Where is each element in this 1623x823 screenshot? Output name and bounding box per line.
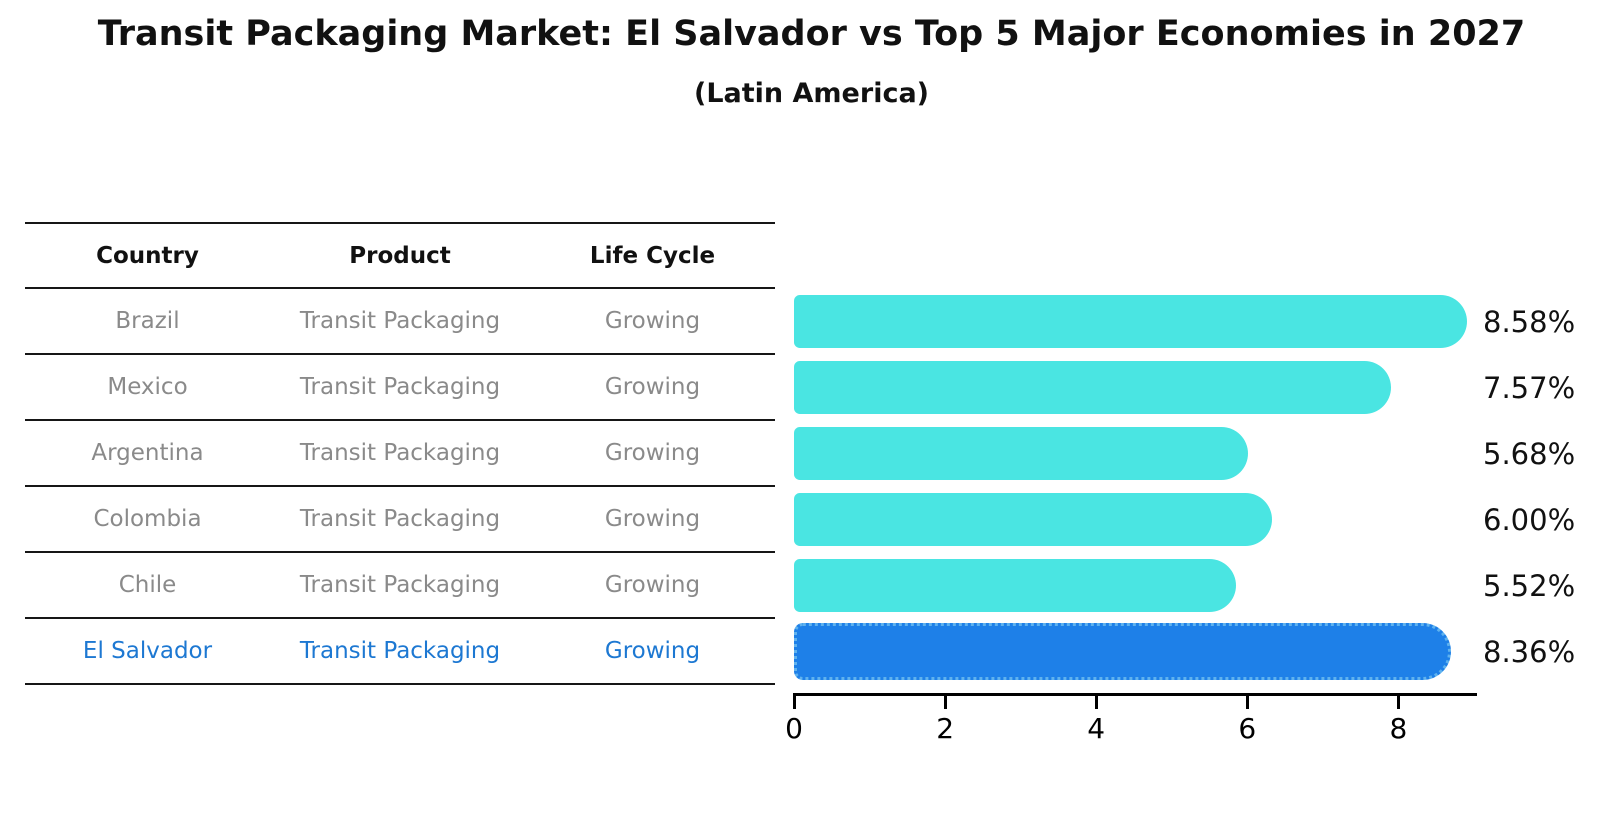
- column-header-product: Product: [349, 242, 451, 269]
- bar-value-label: 7.57%: [1483, 371, 1576, 405]
- chart-title: Transit Packaging Market: El Salvador vs…: [97, 14, 1526, 54]
- bar-value-label: 8.36%: [1483, 635, 1576, 669]
- bar-row: 5.52%: [794, 553, 1623, 619]
- bar-value-label: 6.00%: [1483, 503, 1576, 537]
- table-cell-product: Transit Packaging: [299, 638, 501, 664]
- column-header-country: Country: [96, 242, 199, 269]
- table-cell-country: El Salvador: [82, 638, 213, 664]
- table-cell-country: Chile: [118, 572, 177, 598]
- bar-el-salvador: [794, 623, 1451, 680]
- bar-mexico: [794, 361, 1391, 414]
- x-axis-tick: [792, 693, 796, 709]
- table-header-row: Country Product Life Cycle: [25, 222, 775, 289]
- table-cell-product: Transit Packaging: [299, 572, 501, 598]
- table-cell-life-cycle: Growing: [604, 374, 701, 400]
- table-cell-life-cycle: Growing: [604, 638, 701, 664]
- table-row: Colombia Transit Packaging Growing: [25, 487, 775, 553]
- table-row: Chile Transit Packaging Growing: [25, 553, 775, 619]
- x-axis-tick: [1245, 693, 1249, 709]
- bar-value-label: 8.58%: [1483, 305, 1576, 339]
- x-axis-tick-label: 8: [1389, 712, 1408, 745]
- bar-value-label: 5.68%: [1483, 437, 1576, 471]
- bar-chile: [794, 559, 1237, 612]
- table-cell-life-cycle: Growing: [604, 506, 701, 532]
- bar-colombia: [794, 493, 1273, 546]
- chart-subtitle: (Latin America): [693, 78, 930, 109]
- table-row: Mexico Transit Packaging Growing: [25, 355, 775, 421]
- bar-value-label: 5.52%: [1483, 569, 1576, 603]
- x-axis-tick: [943, 693, 947, 709]
- bar-row: 8.36%: [794, 619, 1623, 685]
- table-body: Brazil Transit Packaging Growing Mexico Tran…: [25, 289, 775, 685]
- x-axis-tick: [1094, 693, 1098, 709]
- bar-row: 6.00%: [794, 487, 1623, 553]
- table-row: Brazil Transit Packaging Growing: [25, 289, 775, 355]
- column-header-life-cycle: Life Cycle: [589, 242, 716, 269]
- table-cell-country: Brazil: [115, 308, 180, 334]
- table-cell-product: Transit Packaging: [299, 374, 501, 400]
- table-cell-product: Transit Packaging: [299, 308, 501, 334]
- x-axis-tick: [1396, 693, 1400, 709]
- table-cell-country: Argentina: [91, 440, 204, 466]
- x-axis-tick-label: 0: [785, 712, 803, 745]
- table-cell-product: Transit Packaging: [299, 440, 501, 466]
- table-cell-life-cycle: Growing: [604, 308, 701, 334]
- bar-brazil: [794, 295, 1468, 348]
- table-cell-life-cycle: Growing: [604, 440, 701, 466]
- x-axis-tick-label: 4: [1087, 712, 1106, 745]
- summary-table: Country Product Life Cycle Brazil Transit…: [25, 222, 775, 685]
- table-row: El Salvador Transit Packaging Growing: [25, 619, 775, 685]
- table-cell-life-cycle: Growing: [604, 572, 701, 598]
- bar-argentina: [794, 427, 1249, 480]
- bar-row: 8.58%: [794, 289, 1623, 355]
- table-cell-product: Transit Packaging: [299, 506, 501, 532]
- x-axis-line: [794, 693, 1477, 696]
- bar-row: 5.68%: [794, 421, 1623, 487]
- bar-chart: 8.58% 7.57% 5.68% 6.00% 5.52% 8.36% 0 2 4 6 8: [785, 289, 1623, 769]
- bars-area: 8.58% 7.57% 5.68% 6.00% 5.52% 8.36%: [794, 289, 1623, 685]
- table-row: Argentina Transit Packaging Growing: [25, 421, 775, 487]
- x-axis-tick-label: 2: [936, 712, 955, 745]
- table-cell-country: Mexico: [107, 374, 188, 400]
- bar-row: 7.57%: [794, 355, 1623, 421]
- x-axis-tick-label: 6: [1238, 712, 1257, 745]
- table-cell-country: Colombia: [93, 506, 202, 532]
